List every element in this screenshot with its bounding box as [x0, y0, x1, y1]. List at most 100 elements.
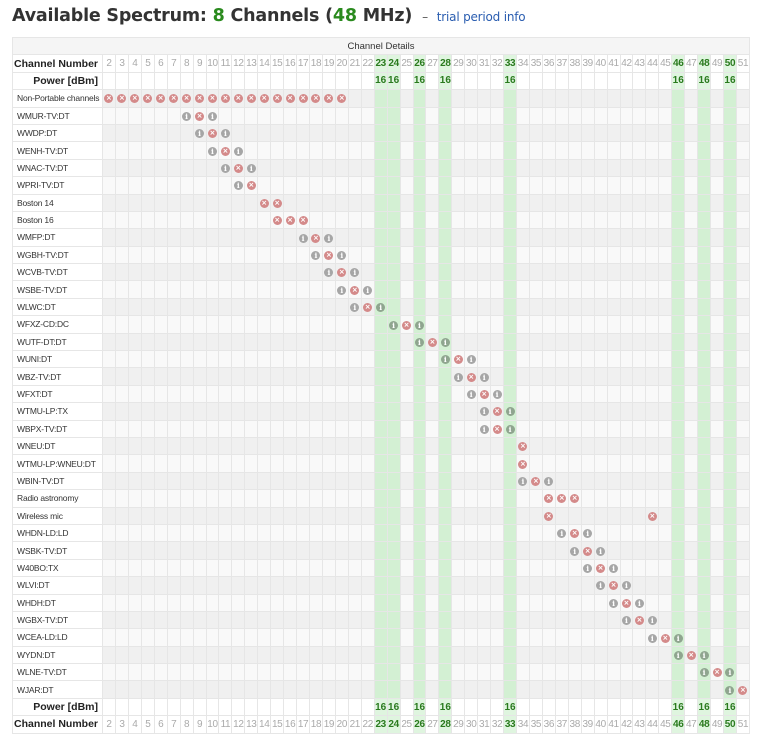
- blocked-icon[interactable]: ×: [492, 424, 502, 434]
- blocked-icon[interactable]: ×: [570, 494, 580, 504]
- blocked-icon[interactable]: ×: [285, 94, 295, 104]
- info-icon[interactable]: i: [233, 146, 243, 156]
- blocked-icon[interactable]: ×: [246, 181, 256, 191]
- info-icon[interactable]: i: [324, 268, 334, 278]
- info-icon[interactable]: i: [207, 111, 217, 121]
- info-icon[interactable]: i: [647, 616, 657, 626]
- info-icon[interactable]: i: [389, 320, 399, 330]
- info-icon[interactable]: i: [324, 233, 334, 243]
- blocked-icon[interactable]: ×: [246, 94, 256, 104]
- info-icon[interactable]: i: [725, 685, 735, 695]
- blocked-icon[interactable]: ×: [337, 268, 347, 278]
- blocked-icon[interactable]: ×: [466, 372, 476, 382]
- blocked-icon[interactable]: ×: [143, 94, 153, 104]
- info-icon[interactable]: i: [337, 250, 347, 260]
- blocked-icon[interactable]: ×: [285, 216, 295, 226]
- blocked-icon[interactable]: ×: [621, 598, 631, 608]
- blocked-icon[interactable]: ×: [544, 494, 554, 504]
- blocked-icon[interactable]: ×: [311, 233, 321, 243]
- info-icon[interactable]: i: [311, 250, 321, 260]
- blocked-icon[interactable]: ×: [363, 303, 373, 313]
- info-icon[interactable]: i: [414, 337, 424, 347]
- blocked-icon[interactable]: ×: [712, 668, 722, 678]
- info-icon[interactable]: i: [350, 303, 360, 313]
- blocked-icon[interactable]: ×: [660, 633, 670, 643]
- info-icon[interactable]: i: [583, 563, 593, 573]
- info-icon[interactable]: i: [220, 129, 230, 139]
- info-icon[interactable]: i: [376, 303, 386, 313]
- blocked-icon[interactable]: ×: [492, 407, 502, 417]
- info-icon[interactable]: i: [414, 320, 424, 330]
- blocked-icon[interactable]: ×: [453, 355, 463, 365]
- blocked-icon[interactable]: ×: [220, 94, 230, 104]
- blocked-icon[interactable]: ×: [583, 546, 593, 556]
- info-icon[interactable]: i: [298, 233, 308, 243]
- blocked-icon[interactable]: ×: [427, 337, 437, 347]
- blocked-icon[interactable]: ×: [195, 94, 205, 104]
- info-icon[interactable]: i: [479, 407, 489, 417]
- info-icon[interactable]: i: [544, 477, 554, 487]
- blocked-icon[interactable]: ×: [324, 94, 334, 104]
- blocked-icon[interactable]: ×: [647, 511, 657, 521]
- blocked-icon[interactable]: ×: [738, 685, 748, 695]
- info-icon[interactable]: i: [609, 598, 619, 608]
- info-icon[interactable]: i: [466, 355, 476, 365]
- blocked-icon[interactable]: ×: [544, 511, 554, 521]
- blocked-icon[interactable]: ×: [130, 94, 140, 104]
- info-icon[interactable]: i: [673, 650, 683, 660]
- info-icon[interactable]: i: [634, 598, 644, 608]
- info-icon[interactable]: i: [337, 285, 347, 295]
- blocked-icon[interactable]: ×: [479, 390, 489, 400]
- blocked-icon[interactable]: ×: [233, 94, 243, 104]
- info-icon[interactable]: i: [195, 129, 205, 139]
- blocked-icon[interactable]: ×: [272, 216, 282, 226]
- blocked-icon[interactable]: ×: [272, 94, 282, 104]
- info-icon[interactable]: i: [350, 268, 360, 278]
- info-icon[interactable]: i: [492, 390, 502, 400]
- info-icon[interactable]: i: [647, 633, 657, 643]
- blocked-icon[interactable]: ×: [609, 581, 619, 591]
- blocked-icon[interactable]: ×: [298, 216, 308, 226]
- trial-period-info-link[interactable]: trial period info: [436, 10, 526, 24]
- info-icon[interactable]: i: [621, 581, 631, 591]
- info-icon[interactable]: i: [440, 337, 450, 347]
- blocked-icon[interactable]: ×: [518, 442, 528, 452]
- info-icon[interactable]: i: [182, 111, 192, 121]
- blocked-icon[interactable]: ×: [272, 198, 282, 208]
- blocked-icon[interactable]: ×: [207, 129, 217, 139]
- info-icon[interactable]: i: [621, 616, 631, 626]
- blocked-icon[interactable]: ×: [195, 111, 205, 121]
- blocked-icon[interactable]: ×: [557, 494, 567, 504]
- info-icon[interactable]: i: [466, 390, 476, 400]
- info-icon[interactable]: i: [440, 355, 450, 365]
- blocked-icon[interactable]: ×: [207, 94, 217, 104]
- blocked-icon[interactable]: ×: [350, 285, 360, 295]
- blocked-icon[interactable]: ×: [570, 529, 580, 539]
- blocked-icon[interactable]: ×: [104, 94, 114, 104]
- blocked-icon[interactable]: ×: [156, 94, 166, 104]
- blocked-icon[interactable]: ×: [634, 616, 644, 626]
- blocked-icon[interactable]: ×: [182, 94, 192, 104]
- blocked-icon[interactable]: ×: [298, 94, 308, 104]
- blocked-icon[interactable]: ×: [311, 94, 321, 104]
- blocked-icon[interactable]: ×: [402, 320, 412, 330]
- info-icon[interactable]: i: [725, 668, 735, 678]
- blocked-icon[interactable]: ×: [337, 94, 347, 104]
- blocked-icon[interactable]: ×: [531, 477, 541, 487]
- info-icon[interactable]: i: [583, 529, 593, 539]
- blocked-icon[interactable]: ×: [169, 94, 179, 104]
- blocked-icon[interactable]: ×: [686, 650, 696, 660]
- info-icon[interactable]: i: [233, 181, 243, 191]
- blocked-icon[interactable]: ×: [596, 563, 606, 573]
- info-icon[interactable]: i: [557, 529, 567, 539]
- info-icon[interactable]: i: [699, 650, 709, 660]
- info-icon[interactable]: i: [220, 163, 230, 173]
- info-icon[interactable]: i: [246, 163, 256, 173]
- info-icon[interactable]: i: [699, 668, 709, 678]
- info-icon[interactable]: i: [505, 407, 515, 417]
- info-icon[interactable]: i: [479, 372, 489, 382]
- blocked-icon[interactable]: ×: [518, 459, 528, 469]
- info-icon[interactable]: i: [596, 581, 606, 591]
- info-icon[interactable]: i: [505, 424, 515, 434]
- info-icon[interactable]: i: [673, 633, 683, 643]
